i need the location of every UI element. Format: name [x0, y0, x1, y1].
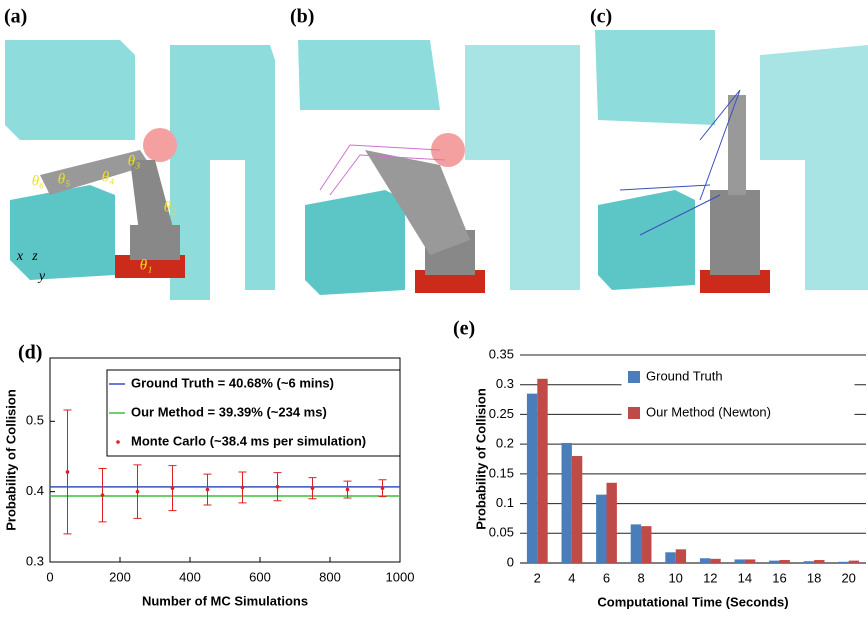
bar — [838, 562, 848, 563]
x-tick-label: 8 — [637, 570, 644, 585]
x-tick-label: 14 — [738, 570, 752, 585]
joint-label: y — [37, 269, 46, 284]
y-tick-label: 0.3 — [26, 553, 44, 568]
x-tick-label: 1000 — [386, 569, 415, 584]
y-tick-label: 0.5 — [26, 413, 44, 428]
x-tick-label: 20 — [841, 570, 855, 585]
legend-swatch — [628, 371, 640, 383]
bar — [814, 560, 824, 563]
bar — [665, 552, 675, 563]
panel-label: (c) — [590, 6, 612, 28]
y-tick-label: 0.15 — [489, 465, 514, 480]
x-tick-label: 18 — [807, 570, 821, 585]
point — [241, 486, 245, 490]
legend-label: Monte Carlo (~38.4 ms per simulation) — [131, 433, 366, 448]
x-tick-label: 16 — [772, 570, 786, 585]
joint-label: θ₁ — [140, 257, 153, 273]
point — [381, 486, 385, 490]
point — [171, 486, 175, 490]
x-tick-label: 2 — [534, 570, 541, 585]
x-tick-label: 6 — [603, 570, 610, 585]
bar — [710, 559, 720, 563]
legend-label: Our Method (Newton) — [646, 404, 771, 419]
joint-label: θ₄ — [102, 169, 115, 185]
point — [136, 490, 140, 494]
panel-label: (b) — [290, 6, 314, 28]
x-tick-label: 800 — [319, 569, 341, 584]
x-tick-label: 10 — [668, 570, 682, 585]
point — [346, 488, 350, 492]
bar — [745, 559, 755, 563]
x-tick-label: 12 — [703, 570, 717, 585]
bar — [537, 379, 547, 563]
bar — [780, 560, 790, 563]
joint-label: z — [31, 249, 38, 264]
point — [101, 493, 105, 497]
panel-label: (a) — [4, 6, 27, 28]
point — [311, 486, 315, 490]
figure: (a) (b) (c) θ₆ θ₅ θ₄ θ₃ θ₂ θ₁ xzy (d) Probability o… — [0, 0, 868, 616]
x-axis-label: Computational Time (Seconds) — [597, 594, 788, 609]
x-axis-label: Number of MC Simulations — [142, 593, 308, 608]
y-tick-label: 0.2 — [496, 436, 514, 451]
y-axis-label: Probability of Collision — [3, 389, 18, 531]
legend-label: Ground Truth — [646, 368, 723, 383]
bar — [607, 483, 617, 563]
bar — [572, 456, 582, 563]
y-axis-label: Probability of Collision — [473, 388, 488, 530]
point — [206, 488, 210, 492]
legend-label: Our Method = 39.39% (~234 ms) — [131, 404, 327, 419]
y-tick-label: 0.4 — [26, 483, 44, 498]
scene-c — [595, 30, 868, 293]
x-tick-label: 200 — [109, 569, 131, 584]
y-tick-label: 0 — [507, 554, 514, 569]
joint-label: θ₆ — [32, 173, 45, 189]
bar — [700, 558, 710, 563]
chart-title: (e) — [453, 318, 475, 340]
point — [66, 470, 70, 474]
bar — [769, 561, 779, 563]
y-tick-label: 0.05 — [489, 525, 514, 540]
bar — [562, 443, 572, 563]
joint-label: x — [16, 249, 24, 264]
x-tick-label: 400 — [179, 569, 201, 584]
bar — [631, 524, 641, 563]
x-tick-label: 600 — [249, 569, 271, 584]
joint-label: θ₅ — [58, 171, 71, 187]
scene-b — [298, 40, 580, 295]
y-tick-label: 0.1 — [496, 495, 514, 510]
legend-swatch — [116, 440, 120, 444]
bar — [676, 549, 686, 563]
legend-swatch — [628, 407, 640, 419]
bar — [596, 495, 606, 563]
bar — [735, 559, 745, 563]
x-tick-label: 0 — [46, 569, 53, 584]
bar — [527, 394, 537, 563]
joint-label: θ₃ — [128, 153, 141, 169]
y-tick-label: 0.3 — [496, 376, 514, 391]
bar — [641, 526, 651, 563]
y-tick-label: 0.25 — [489, 406, 514, 421]
x-tick-label: 4 — [568, 570, 575, 585]
y-tick-label: 0.35 — [489, 346, 514, 361]
bar — [804, 561, 814, 563]
chart-title: (d) — [18, 342, 42, 364]
point — [276, 485, 280, 489]
bar — [849, 561, 859, 563]
joint-label: θ₂ — [164, 199, 177, 215]
legend-label: Ground Truth = 40.68% (~6 mins) — [131, 375, 334, 390]
